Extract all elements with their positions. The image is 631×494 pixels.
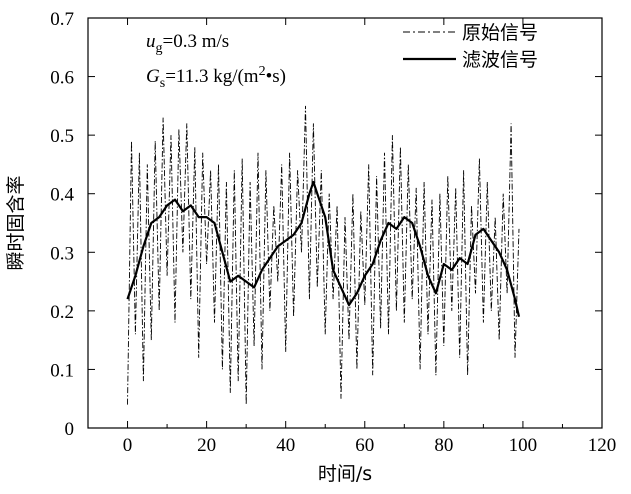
annotation-gs-sub: s xyxy=(160,76,165,91)
y-axis-title: 瞬时固含率 xyxy=(5,175,27,270)
x-tick-label: 0 xyxy=(123,435,133,456)
y-tick-label: 0.3 xyxy=(50,243,74,264)
x-axis-title: 时间/s xyxy=(318,463,372,485)
y-tick-label: 0.2 xyxy=(50,302,74,323)
legend: 原始信号 滤波信号 xyxy=(403,22,538,71)
x-tick-label: 60 xyxy=(355,435,374,456)
legend-label-filtered: 滤波信号 xyxy=(462,49,538,71)
annotation-gs-var: G xyxy=(146,66,160,87)
annotation-gs: Gs=11.3 kg/(m2•s) xyxy=(146,64,286,91)
annotation-gs-tail: •s) xyxy=(266,66,286,87)
annotation-ug-sub: g xyxy=(156,41,163,56)
series-line-raw xyxy=(127,105,520,405)
y-tick-label: 0.7 xyxy=(50,9,74,30)
y-tick-label: 0.6 xyxy=(50,68,74,89)
y-tick-label: 0.4 xyxy=(50,185,74,206)
annotation-gs-rest: =11.3 kg/(m xyxy=(165,66,259,87)
svg-text:ug=0.3 m/s: ug=0.3 m/s xyxy=(146,31,229,56)
y-tick-label: 0 xyxy=(65,419,75,440)
x-tick-label: 80 xyxy=(434,435,453,456)
axis-ticks: 0 20 40 60 80 100 120 0 0.1 0.2 0.3 0.4 0.5 0.6 0.7 xyxy=(50,9,616,456)
series-line-filtered xyxy=(126,180,521,317)
y-tick-label: 0.5 xyxy=(50,126,74,147)
annotation-ug-rest: =0.3 m/s xyxy=(163,31,230,52)
legend-label-raw: 原始信号 xyxy=(462,22,538,44)
x-tick-label: 100 xyxy=(509,435,538,456)
x-tick-label: 40 xyxy=(276,435,295,456)
annotation-gs-sup: 2 xyxy=(259,64,266,79)
series-layer xyxy=(126,105,521,405)
svg-text:Gs=11.3 kg/(m2•s): Gs=11.3 kg/(m2•s) xyxy=(146,64,286,91)
x-tick-label: 20 xyxy=(197,435,216,456)
x-tick-label: 120 xyxy=(588,435,617,456)
annotation-ug: ug=0.3 m/s xyxy=(146,31,229,56)
y-tick-label: 0.1 xyxy=(50,360,74,381)
annotation-ug-var: u xyxy=(146,31,156,52)
